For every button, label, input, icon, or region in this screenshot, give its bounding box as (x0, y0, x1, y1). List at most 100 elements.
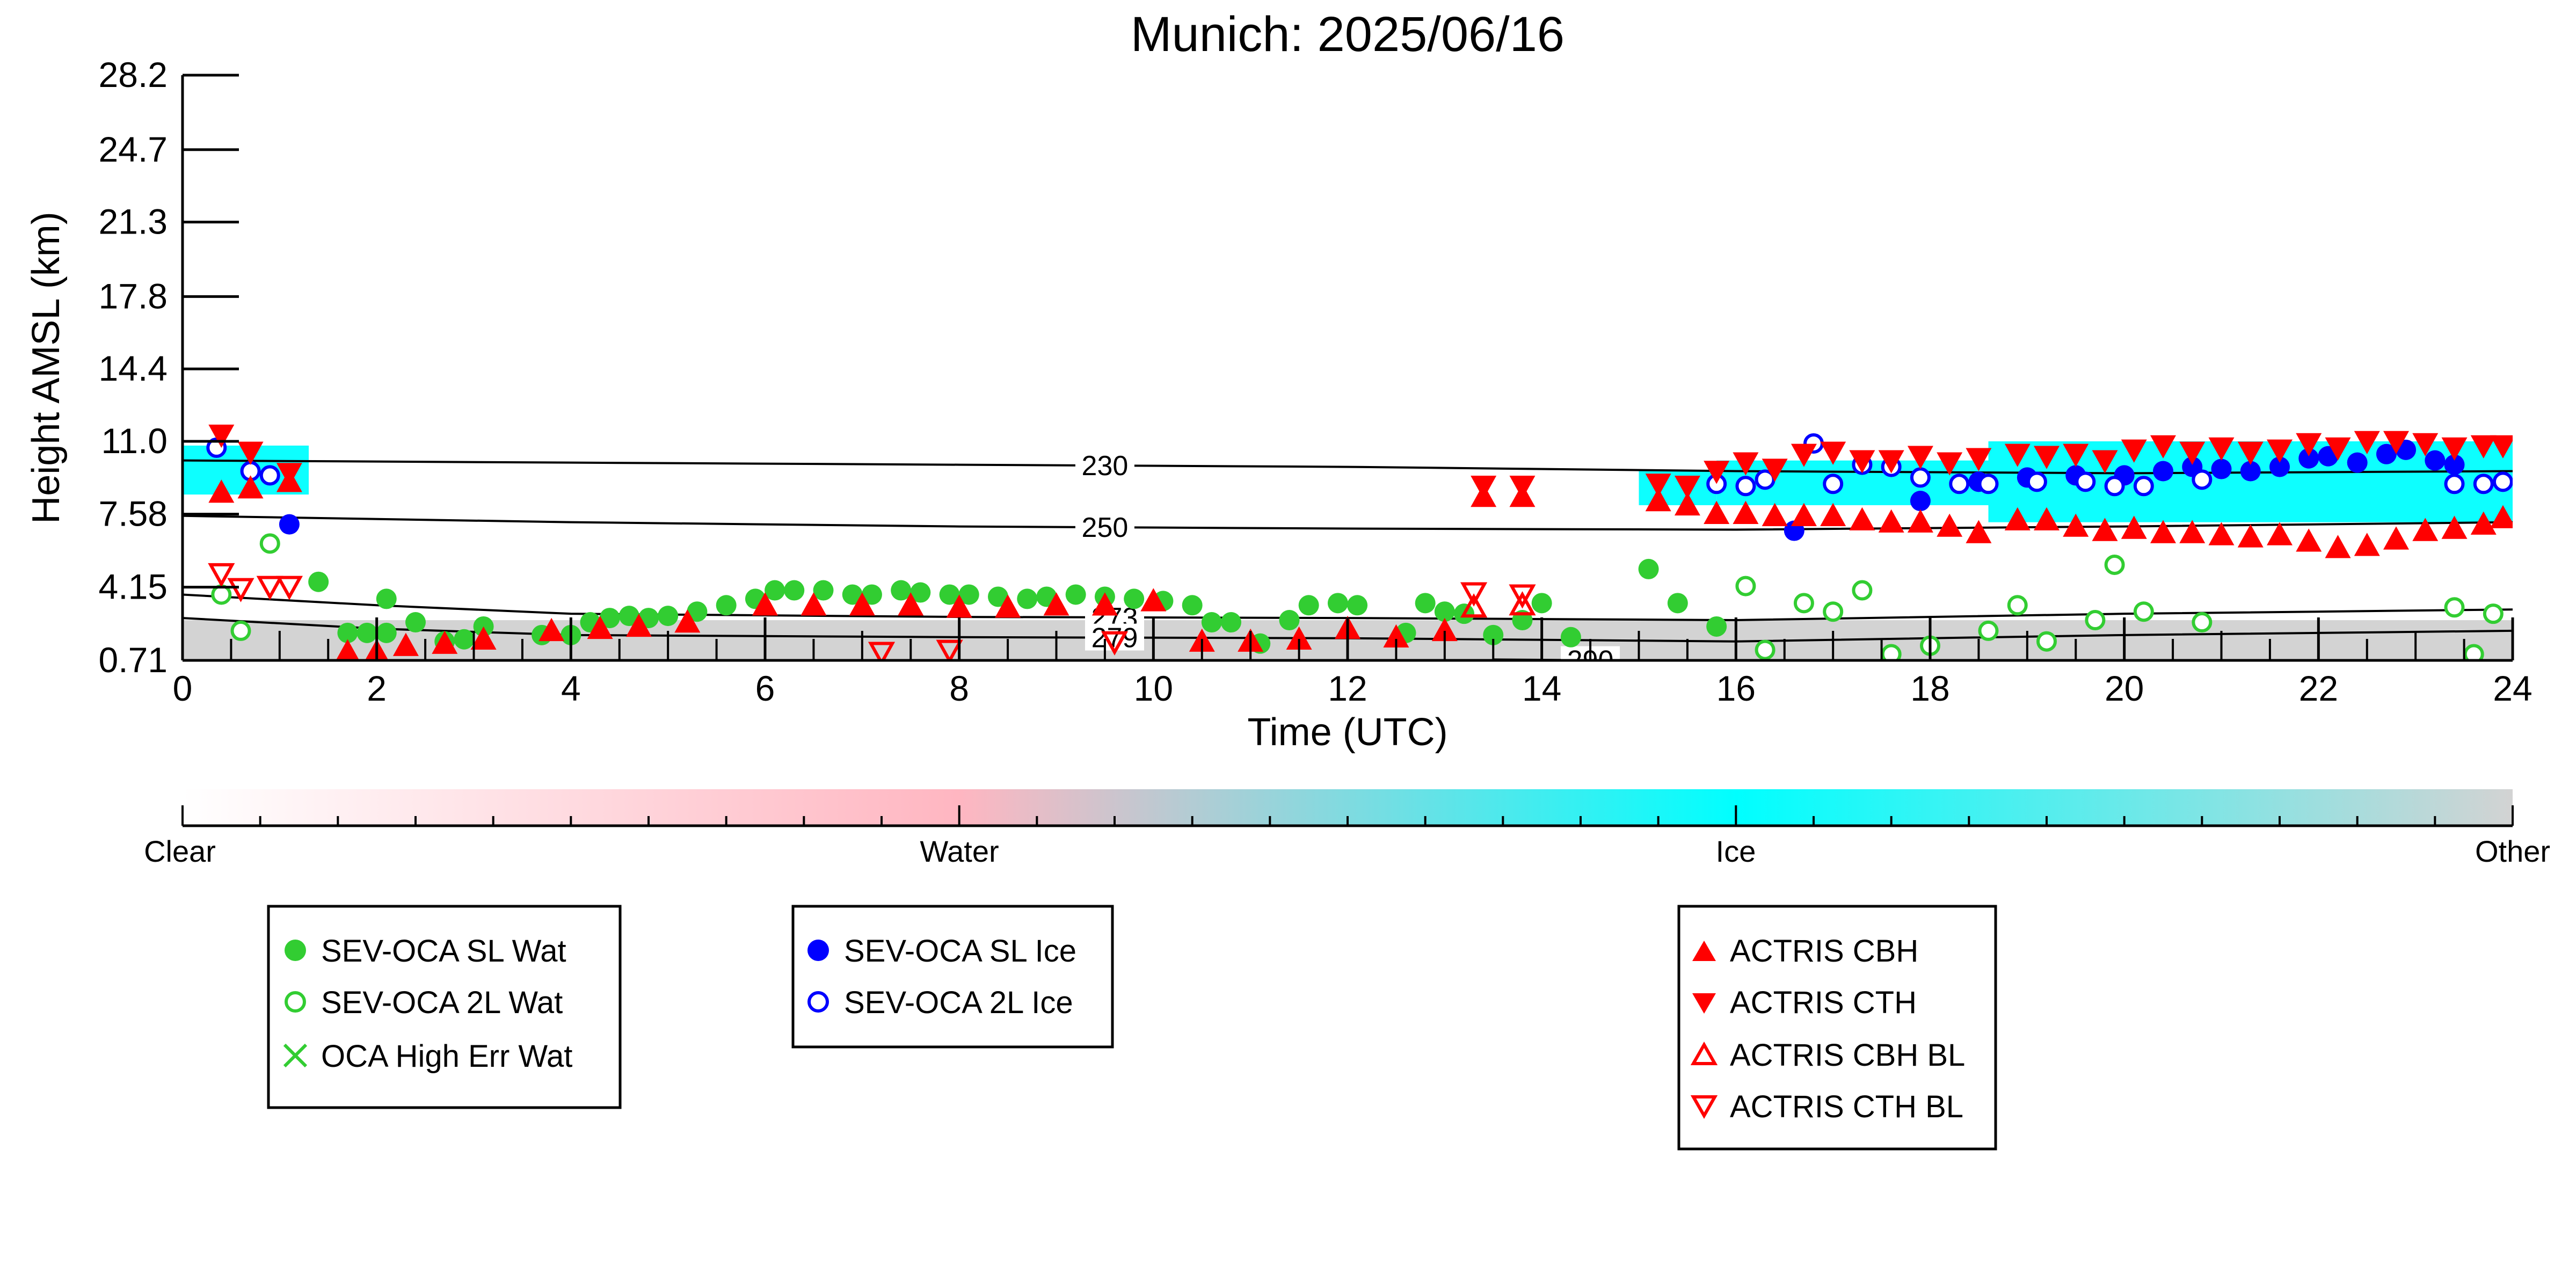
x-tick-label-4: 8 (949, 668, 969, 708)
actris-cbh-point-31 (1704, 500, 1730, 525)
actris-cbh-point-55 (2412, 518, 2439, 541)
sev-oca-sl-wat-point-24 (891, 580, 912, 601)
legend-marker-cbh (1692, 941, 1716, 961)
series-markers (206, 424, 2513, 660)
sev-oca-sl-wat-point-53 (1706, 616, 1727, 637)
legend-label-cbh: ACTRIS CBH (1730, 934, 1918, 969)
actris-cth-point-17 (2004, 443, 2031, 467)
y-tick-label-0: 0.71 (99, 640, 168, 680)
actris-cth-point-5 (1645, 474, 1671, 497)
sev-oca-sl-wat-point-4 (376, 588, 397, 609)
actris-cth-point-4 (1509, 476, 1536, 499)
colorbar-label-water: Water (920, 834, 999, 868)
sev-oca-2l-ice-point-7 (1823, 474, 1844, 494)
sev-oca-2l-ice-point-16 (2133, 476, 2154, 497)
actris-cth-bl-point-3 (275, 576, 303, 600)
sev-oca-2l-ice-point-13 (2026, 471, 2047, 492)
actris-cbh-point-49 (2237, 524, 2264, 548)
sev-oca-sl-wat-point-47 (1483, 624, 1504, 645)
contour-250 (183, 514, 2513, 531)
actris-cbh-point-1 (237, 475, 264, 499)
actris-cth-point-26 (2267, 439, 2293, 463)
sev-oca-sl-wat-point-41 (1327, 593, 1348, 614)
sev-oca-sl-wat-point-7 (454, 629, 475, 650)
x-tick-label-12: 24 (2493, 668, 2532, 708)
legend-label-2l-ice: SEV-OCA 2L Ice (844, 985, 1073, 1020)
actris-cth-point-30 (2383, 431, 2409, 454)
legend-marker-2l-wat (285, 991, 306, 1013)
actris-cbh-point-37 (1878, 509, 1904, 533)
sev-oca-sl-wat-point-23 (861, 584, 882, 605)
sev-oca-sl-wat-point-20 (784, 580, 805, 601)
sev-oca-2l-wat-point-19 (2483, 603, 2504, 624)
sev-oca-sl-wat-point-25 (910, 582, 931, 603)
sev-oca-sl-ice-point-15 (2376, 443, 2397, 464)
actris-cbh-point-47 (2179, 520, 2206, 543)
contour-label-bg-250 (1075, 513, 1134, 541)
legend-ice-frame (791, 905, 1114, 1049)
actris-cth-point-15 (1937, 452, 1963, 476)
actris-cth-point-12 (1849, 450, 1875, 474)
actris-cbh-point-41 (2004, 507, 2031, 530)
sev-oca-sl-wat-point-13 (618, 606, 639, 627)
actris-cth-point-22 (2150, 435, 2176, 459)
actris-cth-point-21 (2121, 439, 2147, 463)
sev-oca-2l-ice-point-4 (1735, 476, 1756, 497)
actris-cbh-point-17 (995, 594, 1021, 618)
actris-cth-bl-point-8 (1509, 584, 1536, 609)
sev-oca-sl-wat-point-16 (687, 601, 708, 622)
legend-label-2l-wat: SEV-OCA 2L Wat (321, 985, 563, 1020)
actris-cth-bl-point-7 (1460, 582, 1488, 607)
actris-cbh-point-33 (1762, 503, 1788, 526)
actris-cth-bl-point-1 (227, 578, 254, 602)
actris-cbh-point-30 (1674, 492, 1700, 516)
legend-actris: ACTRIS CBH ACTRIS CTH ACTRIS CBH BL ACTR… (1677, 905, 1997, 1151)
actris-cbh-point-44 (2092, 518, 2118, 541)
sev-oca-sl-wat-point-5 (405, 612, 426, 633)
legend-marker-cth (1692, 993, 1716, 1014)
sev-oca-sl-wat-point-39 (1279, 610, 1300, 631)
actris-cth-point-3 (1471, 476, 1497, 499)
sev-oca-sl-wat-point-19 (765, 580, 785, 601)
contour-label-bg-230 (1075, 452, 1134, 479)
actris-cbh-point-52 (2325, 535, 2351, 558)
actris-cbh-point-19 (1091, 592, 1118, 616)
x-tick-label-5: 10 (1134, 668, 1173, 708)
x-ticks: 0 2 4 6 8 10 12 14 16 18 20 22 24 (173, 617, 2533, 708)
actris-cth-point-1 (237, 441, 264, 465)
actris-cbh-point-50 (2267, 522, 2293, 545)
sev-oca-2l-wat-point-16 (2192, 612, 2213, 633)
actris-cth-point-2 (276, 463, 302, 486)
actris-cth-point-31 (2412, 433, 2439, 456)
x-tick-label-8: 16 (1716, 668, 1756, 708)
actris-cth-point-13 (1878, 450, 1904, 474)
actris-cbh-point-38 (1907, 509, 1933, 533)
actris-cbh-point-5 (392, 632, 419, 656)
actris-cth-bl-point-2 (256, 576, 283, 600)
legend-ice: SEV-OCA SL Ice SEV-OCA 2L Ice (791, 905, 1114, 1049)
actris-cth-point-7 (1704, 461, 1730, 484)
y-ticks: 0.71 4.15 7.58 11.0 14.4 17.8 21.3 24.7 28.2 (99, 55, 239, 680)
sev-oca-sl-wat-point-15 (658, 606, 679, 627)
actris-cth-bl-point-6 (1101, 631, 1129, 656)
legend-label-cbh-bl: ACTRIS CBH BL (1730, 1038, 1965, 1073)
actris-cth-point-14 (1907, 446, 1933, 469)
actris-cth-point-33 (2470, 435, 2497, 459)
sev-oca-sl-wat-point-36 (1201, 612, 1222, 633)
x-axis-label: Time (UTC) (1247, 711, 1447, 754)
colorbar-ticks (181, 805, 2514, 826)
y-tick-label-2: 7.58 (99, 494, 168, 534)
sev-oca-sl-ice-point-7 (2153, 461, 2173, 482)
sev-oca-sl-wat-point-45 (1434, 601, 1455, 622)
actris-cbh-point-14 (849, 592, 875, 616)
legend-water-frame (267, 905, 622, 1109)
actris-cth-point-0 (208, 424, 235, 448)
colorbar-label-clear: Clear (144, 834, 216, 868)
actris-cbh-bl-point-0 (1460, 593, 1488, 618)
sev-oca-2l-wat-point-5 (1793, 593, 1814, 614)
y-tick-label-7: 24.7 (99, 129, 168, 169)
x-tick-label-0: 0 (173, 668, 193, 708)
sev-oca-2l-ice-point-19 (2473, 474, 2494, 494)
sev-oca-sl-wat-point-31 (1065, 584, 1086, 605)
